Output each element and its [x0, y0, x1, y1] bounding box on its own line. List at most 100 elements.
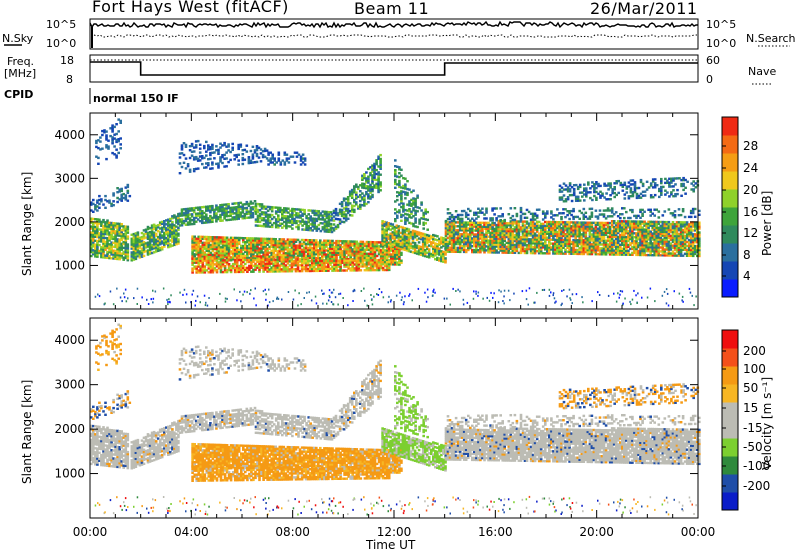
power-cell — [264, 219, 268, 222]
power-cell — [167, 220, 170, 223]
power-cell — [102, 254, 105, 257]
power-cell — [297, 220, 300, 223]
power-cell — [108, 251, 111, 254]
power-cell — [201, 215, 204, 219]
power-cell — [120, 236, 123, 240]
power-cell — [264, 211, 268, 214]
power-cell — [134, 255, 138, 259]
date-title: 26/Mar/2011 — [590, 0, 698, 18]
cpid-label: CPID — [4, 88, 34, 101]
power-cell — [245, 216, 249, 219]
power-cell — [205, 217, 208, 220]
power-cell — [111, 140, 114, 143]
power-cell — [169, 223, 172, 226]
station-title: Fort Hays West (fitACF) — [92, 0, 289, 16]
power-cell — [171, 234, 174, 238]
power-cell — [108, 221, 111, 224]
power-cell — [90, 217, 93, 220]
power-cell — [249, 200, 253, 203]
power-cell — [126, 253, 130, 256]
power-cell — [235, 211, 238, 215]
power-cell — [150, 232, 154, 235]
power-cell — [285, 215, 288, 218]
power-cell — [134, 249, 138, 253]
power-cell — [116, 248, 119, 251]
power-cell — [128, 194, 132, 198]
power-cell — [346, 217, 350, 220]
power-cell — [102, 234, 105, 237]
power-cell — [154, 250, 158, 253]
power-cell — [103, 129, 106, 132]
power-cell — [110, 202, 113, 206]
power-cell — [268, 221, 272, 224]
power-cell — [279, 218, 282, 221]
power-cell — [180, 224, 184, 227]
power-cell — [122, 229, 125, 232]
power-cell — [277, 214, 280, 217]
power-cell — [186, 207, 190, 211]
power-cell — [124, 245, 128, 248]
power-cell — [281, 208, 284, 212]
power-cell — [297, 214, 300, 217]
power-cell — [110, 257, 113, 260]
power-cell — [90, 248, 93, 252]
power-cell — [313, 227, 316, 230]
power-cell — [132, 232, 136, 236]
power-cell — [203, 215, 206, 218]
power-cell — [355, 191, 358, 194]
power-cell — [253, 200, 257, 203]
power-cell — [329, 211, 333, 214]
power-cell — [144, 232, 148, 235]
power-cell — [96, 241, 99, 245]
power-cell — [94, 206, 97, 209]
power-cell — [108, 233, 111, 236]
power-cell — [289, 215, 292, 218]
power-cell — [311, 223, 314, 226]
power-cell — [104, 246, 107, 249]
power-cell — [178, 220, 182, 223]
nsky-line — [89, 20, 698, 29]
power-cell — [233, 208, 236, 211]
power-cell — [217, 217, 220, 221]
power-cell — [160, 234, 164, 237]
power-cell — [177, 240, 180, 243]
power-cell — [124, 254, 128, 258]
power-cell — [171, 220, 174, 224]
power-cell — [283, 216, 286, 220]
power-cell — [258, 205, 262, 208]
power-cell — [126, 185, 130, 189]
power-cell — [173, 224, 176, 227]
power-cell — [98, 238, 101, 241]
power-cell — [126, 247, 130, 250]
power-cell — [146, 253, 150, 256]
power-cell — [237, 203, 240, 207]
power-cell — [274, 222, 278, 225]
power-cell — [140, 235, 144, 239]
power-cell — [112, 251, 115, 254]
power-cell — [100, 220, 103, 224]
power-cell — [117, 151, 120, 155]
power-cell — [120, 199, 123, 202]
power-cell — [108, 201, 111, 204]
power-cell — [142, 233, 146, 236]
power-cell — [167, 245, 170, 249]
power-cell — [96, 251, 99, 254]
power-cell — [293, 208, 296, 211]
power-cell — [116, 244, 119, 247]
power-cell — [158, 235, 162, 238]
power-cell — [277, 210, 280, 213]
power-cell — [192, 210, 196, 214]
power-cell — [124, 256, 128, 260]
power-cell — [115, 148, 118, 151]
power-cell — [254, 220, 258, 223]
power-cell — [297, 226, 300, 229]
power-cell — [140, 231, 144, 235]
power-cell — [144, 246, 148, 249]
power-cell — [126, 249, 130, 252]
power-cell — [148, 252, 152, 255]
power-cell — [205, 209, 208, 212]
power-cell — [317, 217, 321, 221]
power-cell — [241, 205, 245, 208]
power-cell — [365, 171, 368, 174]
power-cell — [150, 238, 154, 241]
